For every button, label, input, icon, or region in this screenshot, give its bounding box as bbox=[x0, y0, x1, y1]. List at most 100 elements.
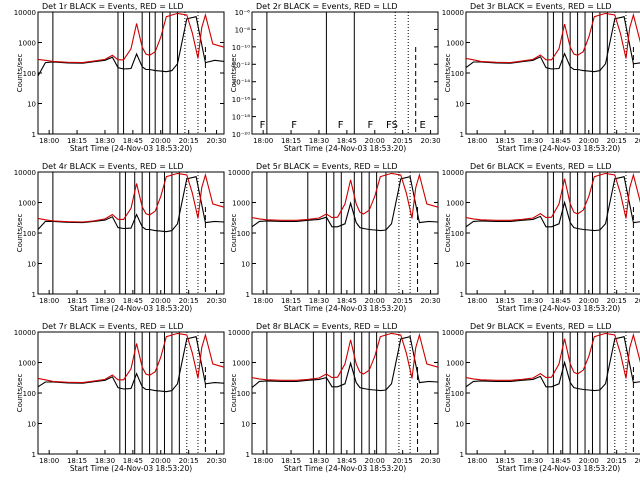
x-tick-label: 20:15 bbox=[607, 457, 627, 465]
y-tick-label: 10000 bbox=[228, 329, 250, 337]
y-tick-label: 10⁻¹⁸ bbox=[232, 114, 250, 122]
panel-title: Det 4r BLACK = Events, RED = LLD bbox=[42, 162, 184, 171]
y-tick-label: 10 bbox=[241, 261, 250, 269]
x-tick-label: 18:15 bbox=[281, 297, 301, 305]
axes-frame bbox=[37, 171, 225, 295]
x-tick-label: 18:15 bbox=[495, 297, 515, 305]
y-tick-label: 1 bbox=[460, 131, 464, 139]
x-tick-label: 18:30 bbox=[309, 297, 329, 305]
x-tick-label: 20:00 bbox=[365, 137, 385, 145]
x-tick-label: 18:15 bbox=[281, 457, 301, 465]
x-tick-label: 20:15 bbox=[179, 297, 199, 305]
y-tick-label: 10000 bbox=[14, 9, 36, 17]
x-tick-label: 18:00 bbox=[39, 457, 59, 465]
series-lld bbox=[465, 172, 640, 221]
panel-title: Det 7r BLACK = Events, RED = LLD bbox=[42, 322, 184, 331]
x-tick-label: 20:00 bbox=[365, 297, 385, 305]
y-tick-label: 1 bbox=[460, 451, 464, 459]
y-axis-label: Counts/sec bbox=[444, 214, 452, 253]
x-tick-label: 20:30 bbox=[634, 297, 640, 305]
panel-det-3r: Det 3r BLACK = Events, RED = LLD 1 10 100 10… bbox=[442, 2, 640, 153]
y-tick-label: 10⁻²⁰ bbox=[232, 131, 250, 139]
y-tick-label: 10⁻¹⁶ bbox=[232, 96, 250, 104]
panel-title: Det 3r BLACK = Events, RED = LLD bbox=[470, 2, 612, 11]
series-lld bbox=[37, 332, 225, 384]
x-tick-label: 18:45 bbox=[551, 137, 571, 145]
y-tick-label: 1000 bbox=[18, 360, 36, 368]
series-lld bbox=[251, 172, 439, 221]
panel-title: Det 8r BLACK = Events, RED = LLD bbox=[256, 322, 398, 331]
y-tick-label: 10 bbox=[241, 421, 250, 429]
x-axis-label: Start Time (24-Nov-03 18:53:20) bbox=[498, 304, 620, 313]
y-tick-label: 10⁻¹⁰ bbox=[232, 44, 250, 52]
panel-title: Det 5r BLACK = Events, RED = LLD bbox=[256, 162, 398, 171]
panel-det-2r: Det 2r BLACK = Events, RED = LLD 10⁻²⁰ 10⁻… bbox=[230, 2, 441, 153]
x-tick-label: 20:30 bbox=[634, 457, 640, 465]
y-tick-label: 10000 bbox=[14, 329, 36, 337]
y-tick-label: 1 bbox=[32, 451, 36, 459]
x-tick-label: 20:15 bbox=[393, 297, 413, 305]
flag-label: F bbox=[367, 120, 373, 131]
series-events bbox=[37, 176, 225, 233]
series-events bbox=[37, 336, 225, 393]
y-tick-label: 100 bbox=[451, 390, 464, 398]
x-tick-label: 20:30 bbox=[206, 457, 226, 465]
y-axis-label: Counts/sec bbox=[16, 214, 24, 253]
axes-frame bbox=[37, 11, 225, 135]
x-tick-label: 18:45 bbox=[551, 457, 571, 465]
y-tick-label: 100 bbox=[451, 70, 464, 78]
x-tick-label: 20:15 bbox=[179, 137, 199, 145]
series-events bbox=[251, 176, 439, 232]
x-tick-label: 18:00 bbox=[467, 137, 487, 145]
x-axis-label: Start Time (24-Nov-03 18:53:20) bbox=[70, 464, 192, 473]
y-tick-label: 1 bbox=[32, 291, 36, 299]
y-tick-label: 10⁻⁶ bbox=[235, 9, 251, 17]
x-tick-label: 18:30 bbox=[95, 457, 115, 465]
x-tick-label: 20:30 bbox=[206, 297, 226, 305]
panel-det-5r: Det 5r BLACK = Events, RED = LLD 1 10 100 10… bbox=[228, 162, 441, 313]
y-tick-label: 10000 bbox=[228, 169, 250, 177]
x-tick-label: 20:30 bbox=[634, 137, 640, 145]
series-events bbox=[465, 176, 640, 232]
series-events bbox=[465, 16, 640, 73]
x-tick-label: 20:15 bbox=[607, 297, 627, 305]
panel-det-4r: Det 4r BLACK = Events, RED = LLD 1 10 100 10… bbox=[14, 162, 227, 313]
y-tick-label: 10 bbox=[27, 101, 36, 109]
x-tick-label: 20:30 bbox=[420, 297, 440, 305]
x-tick-label: 18:00 bbox=[39, 137, 59, 145]
x-tick-label: 18:15 bbox=[67, 457, 87, 465]
x-tick-label: 18:45 bbox=[123, 297, 143, 305]
x-axis-label: Start Time (24-Nov-03 18:53:20) bbox=[284, 304, 406, 313]
axes-frame bbox=[37, 331, 225, 455]
x-axis-label: Start Time (24-Nov-03 18:53:20) bbox=[70, 304, 192, 313]
x-tick-label: 20:15 bbox=[393, 457, 413, 465]
x-tick-label: 18:45 bbox=[123, 137, 143, 145]
x-tick-label: 18:30 bbox=[523, 137, 543, 145]
x-tick-label: 18:00 bbox=[253, 137, 273, 145]
series-lld bbox=[37, 12, 225, 64]
x-tick-label: 20:15 bbox=[179, 457, 199, 465]
x-tick-label: 20:00 bbox=[151, 137, 171, 145]
series-lld bbox=[465, 12, 640, 64]
y-tick-label: 10000 bbox=[442, 329, 464, 337]
x-tick-label: 18:30 bbox=[523, 457, 543, 465]
y-tick-label: 1 bbox=[32, 131, 36, 139]
x-tick-label: 18:30 bbox=[309, 137, 329, 145]
x-tick-label: 18:15 bbox=[67, 137, 87, 145]
y-tick-label: 1000 bbox=[18, 200, 36, 208]
x-tick-label: 18:30 bbox=[95, 137, 115, 145]
x-tick-label: 18:00 bbox=[253, 297, 273, 305]
y-tick-label: 100 bbox=[23, 230, 36, 238]
x-tick-label: 18:15 bbox=[67, 297, 87, 305]
flag-label: E bbox=[420, 120, 426, 131]
y-tick-label: 100 bbox=[451, 230, 464, 238]
flag-label: FS bbox=[386, 120, 398, 131]
x-tick-label: 20:00 bbox=[151, 297, 171, 305]
panel-det-7r: Det 7r BLACK = Events, RED = LLD 1 10 100 10… bbox=[14, 322, 227, 473]
y-tick-label: 1 bbox=[246, 451, 250, 459]
x-tick-label: 20:15 bbox=[393, 137, 413, 145]
x-tick-label: 20:00 bbox=[579, 137, 599, 145]
x-axis-label: Start Time (24-Nov-03 18:53:20) bbox=[498, 464, 620, 473]
panel-title: Det 6r BLACK = Events, RED = LLD bbox=[470, 162, 612, 171]
